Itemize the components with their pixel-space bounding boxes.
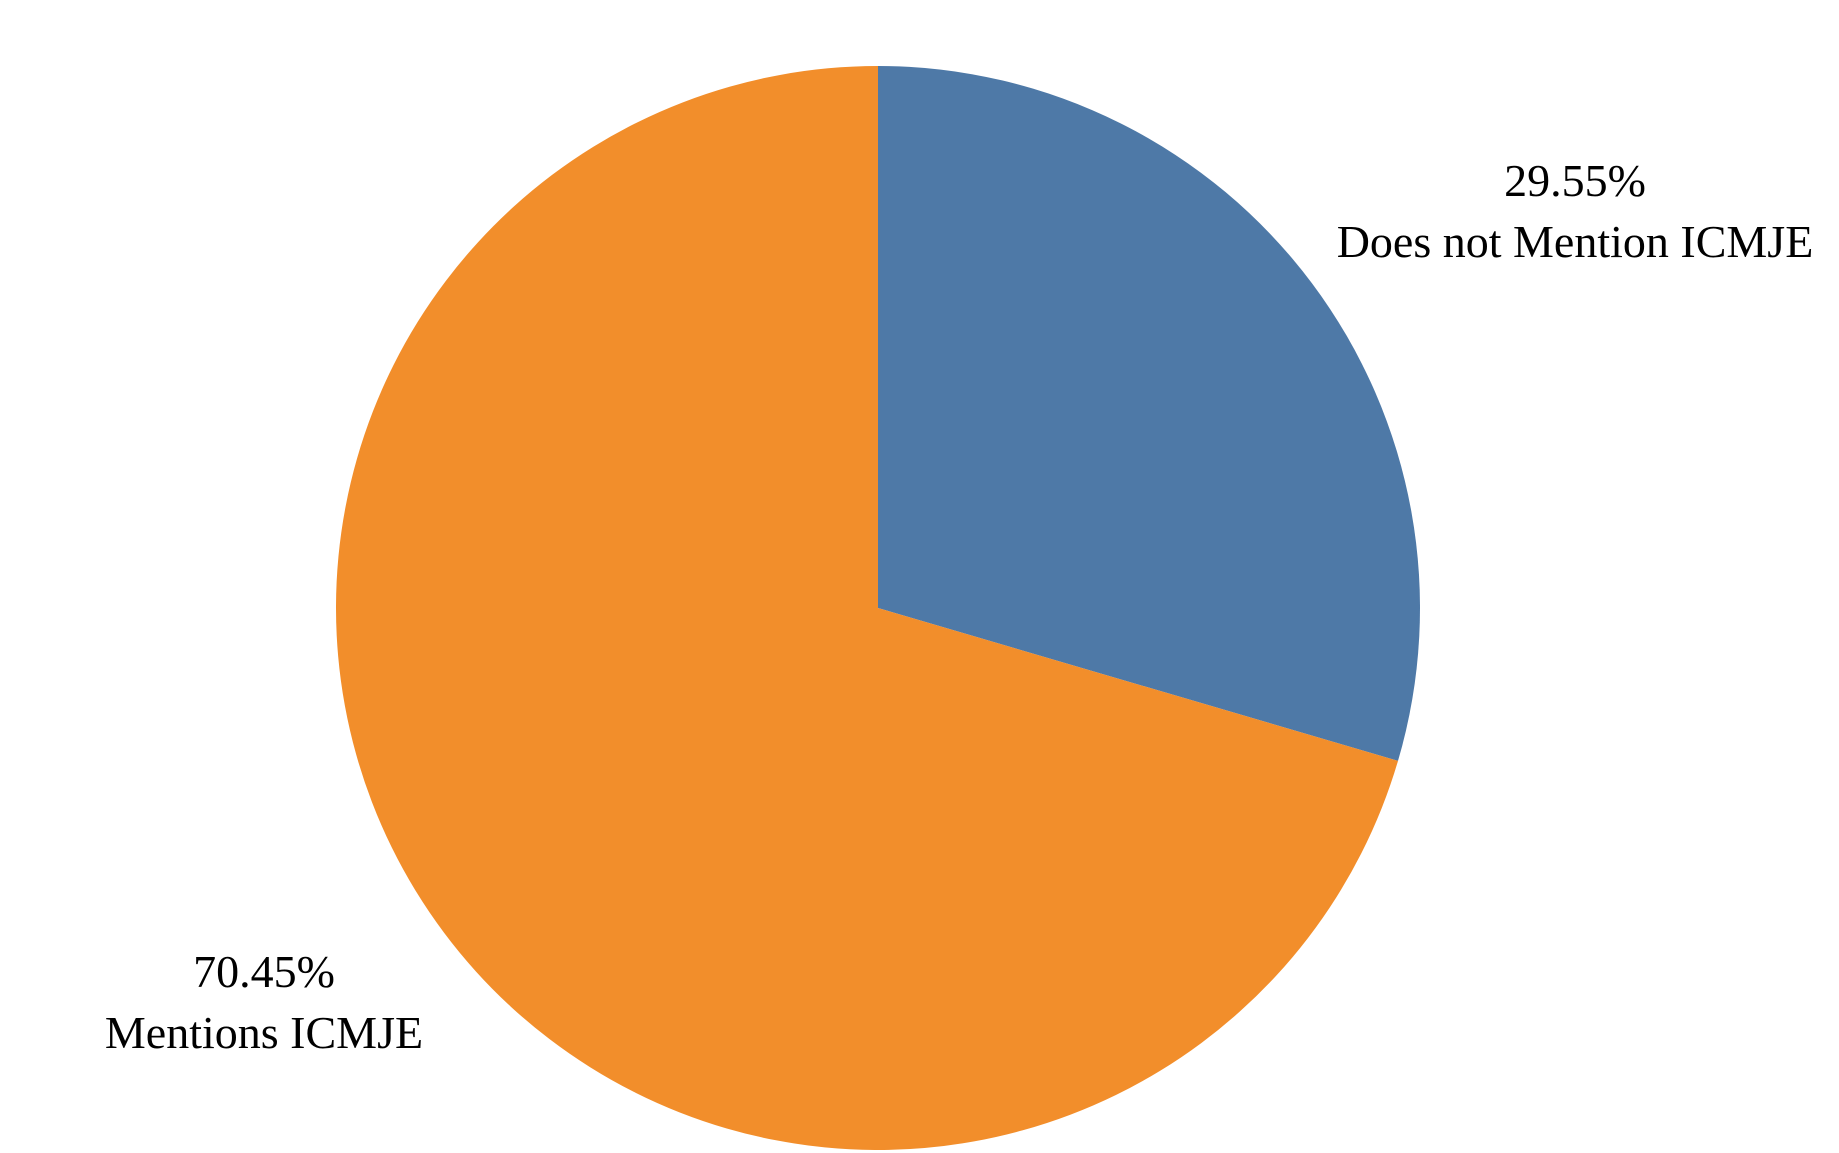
slice-name-label-mentions: Mentions ICMJE <box>105 1007 423 1058</box>
slice-labels: 29.55% Does not Mention ICMJE 70.45% Men… <box>105 155 1813 1058</box>
pie-slice-mentions-icmje <box>335 66 1399 1150</box>
pie-slice-does-not-mention-icmje <box>878 66 1420 761</box>
pie-slices <box>335 66 1420 1150</box>
slice-name-label-does-not-mention: Does not Mention ICMJE <box>1337 216 1814 267</box>
slice-percent-label-mentions: 70.45% <box>193 946 335 997</box>
slice-percent-label-does-not-mention: 29.55% <box>1504 155 1646 206</box>
